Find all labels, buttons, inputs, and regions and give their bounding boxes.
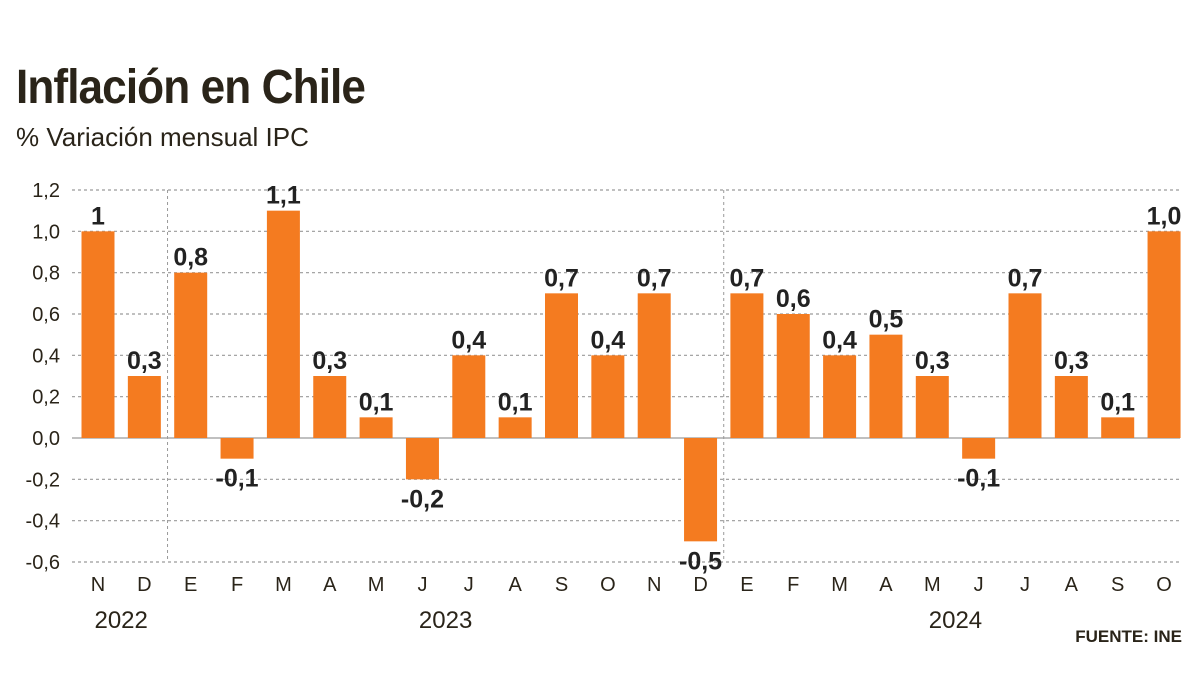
x-tick-label: M xyxy=(831,574,848,596)
bar xyxy=(1101,417,1135,438)
bar xyxy=(637,293,671,438)
y-tick-label: -0,6 xyxy=(26,552,60,574)
bar xyxy=(81,231,115,438)
x-tick-label: S xyxy=(1111,574,1124,596)
data-label: 0,1 xyxy=(498,388,533,416)
y-tick-label: 1,0 xyxy=(32,221,60,243)
y-tick-label: 0,2 xyxy=(32,387,60,409)
x-tick-label: J xyxy=(464,574,474,596)
bar xyxy=(545,293,578,438)
x-tick-label: O xyxy=(1156,574,1172,596)
data-label: 0,7 xyxy=(544,264,579,292)
data-label: 0,4 xyxy=(590,326,625,354)
x-tick-label: J xyxy=(974,574,984,596)
chart-title: Inflación en Chile xyxy=(16,61,366,114)
bar xyxy=(452,355,486,438)
x-tick-label: D xyxy=(137,574,151,596)
bar xyxy=(823,355,857,438)
bar xyxy=(730,293,764,438)
data-label: -0,5 xyxy=(679,547,722,575)
x-tick-label: D xyxy=(693,574,707,596)
bar xyxy=(591,355,625,438)
bar xyxy=(1008,293,1042,438)
data-label: 1 xyxy=(91,202,105,230)
bar xyxy=(405,438,439,480)
x-tick-label: A xyxy=(1065,574,1079,596)
x-tick-label: A xyxy=(323,574,337,596)
year-label: 2024 xyxy=(929,607,982,634)
data-label: 0,7 xyxy=(730,264,765,292)
y-tick-label: 0,8 xyxy=(32,263,60,285)
x-tick-label: E xyxy=(184,574,197,596)
data-label: 0,1 xyxy=(1100,388,1135,416)
data-label: 1,1 xyxy=(266,182,301,210)
x-tick-label: A xyxy=(508,574,522,596)
data-label: 0,4 xyxy=(451,326,486,354)
x-tick-label: O xyxy=(600,574,616,596)
x-tick-label: M xyxy=(368,574,385,596)
y-tick-label: -0,4 xyxy=(26,511,60,533)
x-tick-label: A xyxy=(879,574,893,596)
x-tick-label: J xyxy=(417,574,427,596)
x-tick-label: N xyxy=(91,574,105,596)
x-tick-label: J xyxy=(1020,574,1030,596)
y-tick-label: -0,2 xyxy=(26,469,60,491)
data-label: 1,0 xyxy=(1147,202,1182,230)
bar xyxy=(127,376,161,438)
year-label: 2022 xyxy=(94,607,147,634)
x-tick-label: E xyxy=(740,574,753,596)
data-label: 0,7 xyxy=(637,264,672,292)
data-label: 0,3 xyxy=(127,347,162,375)
data-label: -0,2 xyxy=(401,485,444,513)
data-label: 0,1 xyxy=(359,388,394,416)
chart-subtitle: % Variación mensual IPC xyxy=(16,122,309,152)
bar xyxy=(266,210,300,438)
x-tick-label: M xyxy=(924,574,941,596)
bar xyxy=(915,376,949,438)
y-tick-label: 0,4 xyxy=(32,345,60,367)
x-tick-label: S xyxy=(555,574,568,596)
source-note: FUENTE: INE xyxy=(1075,627,1182,646)
y-tick-label: 0,0 xyxy=(32,428,60,450)
data-label: -0,1 xyxy=(216,465,259,493)
x-tick-label: F xyxy=(787,574,799,596)
data-label: 0,3 xyxy=(312,347,347,375)
y-tick-label: 0,6 xyxy=(32,304,60,326)
bar xyxy=(174,272,208,438)
data-label: 0,6 xyxy=(776,285,811,313)
data-label: 0,4 xyxy=(822,326,857,354)
data-label: 0,7 xyxy=(1008,264,1043,292)
data-label: -0,1 xyxy=(957,465,1000,493)
x-tick-label: F xyxy=(231,574,243,596)
data-label: 0,3 xyxy=(915,347,950,375)
year-label: 2023 xyxy=(419,607,472,634)
bar xyxy=(684,438,718,542)
bar xyxy=(962,438,996,459)
data-label: 0,3 xyxy=(1054,347,1089,375)
x-tick-label: M xyxy=(275,574,292,596)
bar xyxy=(869,334,903,438)
bar xyxy=(776,314,810,438)
bar xyxy=(313,376,347,438)
data-label: 0,8 xyxy=(173,244,208,272)
bar xyxy=(220,438,254,459)
bar xyxy=(498,417,532,438)
y-tick-label: 1,2 xyxy=(32,180,60,202)
bar xyxy=(359,417,393,438)
bar xyxy=(1147,231,1181,438)
bar xyxy=(1054,376,1088,438)
data-label: 0,5 xyxy=(869,306,904,334)
x-tick-label: N xyxy=(647,574,661,596)
